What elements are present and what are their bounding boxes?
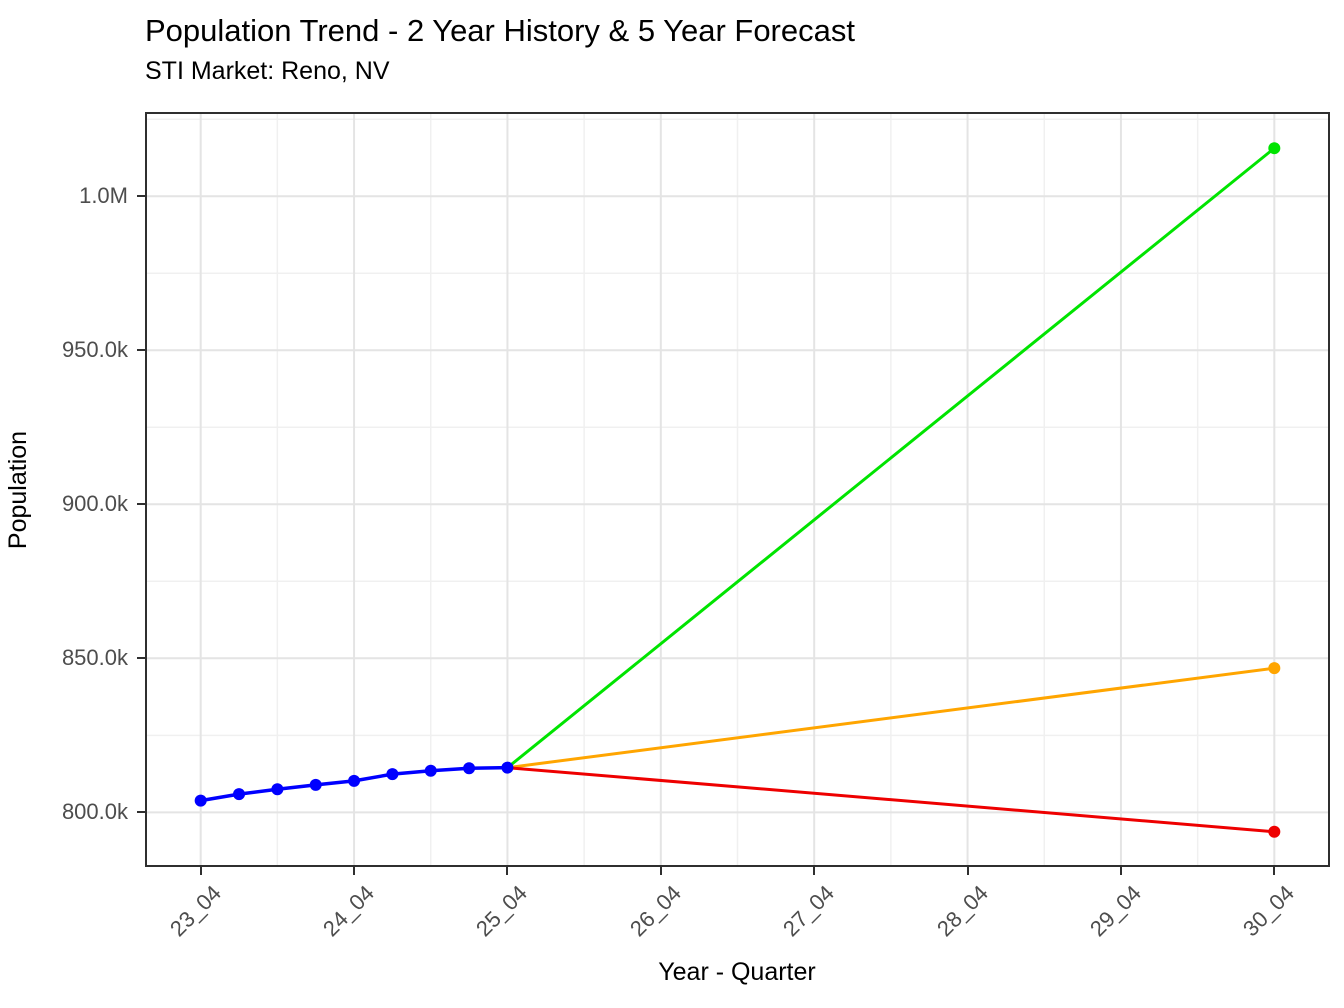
history-point — [194, 794, 207, 807]
forecast-low-line — [505, 766, 1276, 834]
history-point — [233, 788, 246, 801]
forecast-high-point — [1268, 142, 1281, 155]
x-axis-title: Year - Quarter — [658, 958, 816, 986]
y-tick-label: 900.0k — [61, 491, 128, 517]
x-tick-label: 27_04 — [778, 880, 840, 942]
x-tick-label: 29_04 — [1084, 880, 1146, 942]
history-point — [386, 768, 399, 781]
y-tick-mark — [137, 811, 145, 814]
x-tick-mark — [966, 867, 969, 875]
chart-canvas — [147, 114, 1328, 865]
history-point — [424, 764, 437, 777]
chart-subtitle: STI Market: Reno, NV — [145, 57, 390, 85]
x-tick-mark — [506, 867, 509, 875]
chart-title: Population Trend - 2 Year History & 5 Ye… — [145, 13, 855, 48]
y-tick-mark — [137, 657, 145, 660]
y-tick-label: 950.0k — [61, 337, 128, 363]
x-tick-mark — [199, 867, 202, 875]
history-point — [348, 774, 361, 787]
x-tick-mark — [1273, 867, 1276, 875]
x-tick-label: 28_04 — [931, 880, 993, 942]
x-tick-mark — [659, 867, 662, 875]
y-tick-label: 1.0M — [79, 183, 128, 209]
forecast-low-point — [1268, 825, 1281, 838]
x-tick-label: 24_04 — [318, 880, 380, 942]
history-point — [501, 761, 514, 774]
y-tick-mark — [137, 503, 145, 506]
y-tick-mark — [137, 349, 145, 352]
y-tick-label: 800.0k — [61, 799, 128, 825]
x-tick-label: 23_04 — [164, 880, 226, 942]
y-tick-mark — [137, 195, 145, 198]
forecast-high-line — [505, 146, 1276, 770]
x-tick-label: 26_04 — [624, 880, 686, 942]
x-tick-mark — [813, 867, 816, 875]
x-tick-label: 25_04 — [471, 880, 533, 942]
history-point — [463, 762, 476, 775]
forecast-base-point — [1268, 662, 1281, 675]
history-point — [271, 783, 284, 796]
history-point — [309, 778, 322, 791]
x-tick-mark — [1119, 867, 1122, 875]
plot-panel — [145, 112, 1330, 867]
x-tick-label: 30_04 — [1238, 880, 1300, 942]
forecast-base-line — [505, 666, 1276, 770]
x-tick-mark — [353, 867, 356, 875]
y-axis-title: Population — [4, 430, 32, 550]
y-tick-label: 850.0k — [61, 645, 128, 671]
